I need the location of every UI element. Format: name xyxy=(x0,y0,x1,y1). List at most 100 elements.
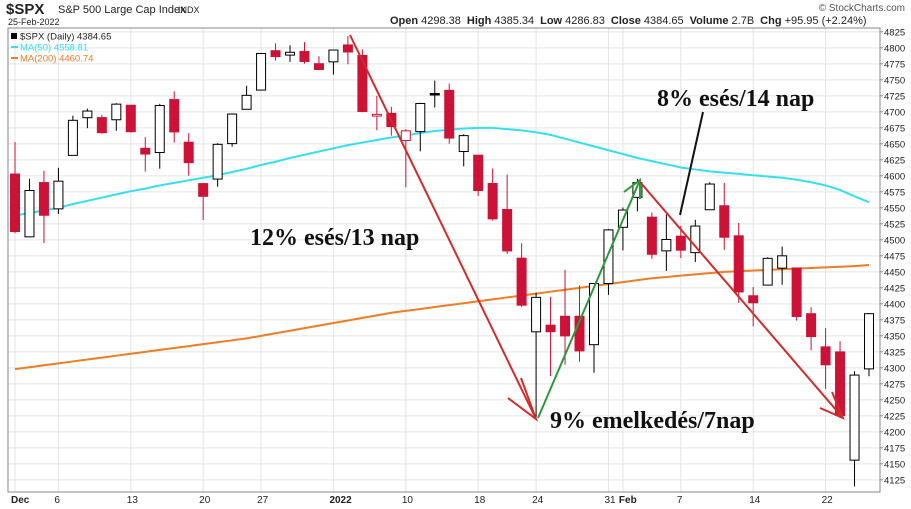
candle-body xyxy=(313,63,324,70)
candle-body xyxy=(473,154,484,191)
candle-body xyxy=(748,295,759,304)
y-tick-label: 4750 xyxy=(884,75,905,86)
x-tick-label: 22 xyxy=(822,495,834,506)
candle-body xyxy=(53,180,64,210)
y-tick-label: 4650 xyxy=(884,139,905,150)
legend-swatch xyxy=(11,57,18,59)
candle-body xyxy=(342,44,353,53)
arrow xyxy=(349,34,537,420)
y-tick-label: 4350 xyxy=(884,331,905,342)
candle-body xyxy=(82,110,93,119)
stat-label: Chg xyxy=(760,15,781,27)
candle-body xyxy=(646,216,657,255)
y-tick-label: 4175 xyxy=(884,443,905,454)
y-tick-label: 4225 xyxy=(884,411,905,422)
candle-body xyxy=(675,235,686,251)
x-tick-label: 2022 xyxy=(329,495,352,506)
candle-body xyxy=(357,55,368,112)
candle-body xyxy=(704,183,715,211)
legend-label: MA(50) 4558.81 xyxy=(20,43,88,54)
candle-body xyxy=(429,93,440,96)
candle-body xyxy=(531,296,542,333)
stat-value: 4298.38 xyxy=(421,15,461,27)
stat-label: Low xyxy=(540,15,562,27)
y-tick-label: 4375 xyxy=(884,315,905,326)
candle-body xyxy=(24,189,35,238)
candle-body xyxy=(545,324,556,333)
candle-body xyxy=(603,229,614,284)
x-tick-label: 13 xyxy=(127,495,139,506)
copyright: © StockCharts.com xyxy=(819,3,905,14)
x-tick-label: 18 xyxy=(474,495,486,506)
arrowhead xyxy=(623,178,641,199)
stat-label: Close xyxy=(611,15,641,27)
candle-body xyxy=(719,205,730,238)
candle-body xyxy=(400,130,411,141)
candle-body xyxy=(38,182,49,216)
arrow xyxy=(537,179,641,419)
y-tick-label: 4675 xyxy=(884,123,905,134)
candle-body xyxy=(371,113,382,117)
x-tick-label: 27 xyxy=(257,495,269,506)
candle-body xyxy=(125,104,136,133)
x-tick-label: Dec xyxy=(11,495,30,506)
candle-body xyxy=(791,267,802,317)
stat-label: High xyxy=(467,15,492,27)
candle-body xyxy=(67,119,78,156)
legend-swatch xyxy=(11,46,18,48)
candle-body xyxy=(560,315,571,337)
candle-body xyxy=(733,235,744,293)
plot-frame xyxy=(7,27,881,493)
index-name: S&P 500 Large Cap Index xyxy=(58,4,186,16)
stats: Open 4298.38 High 4385.34 Low 4286.83 Close 438… xyxy=(390,15,867,27)
candle-body xyxy=(864,313,874,370)
y-tick-label: 4550 xyxy=(884,203,905,214)
candle-body xyxy=(849,374,860,461)
candle-body xyxy=(458,135,469,153)
y-tick-label: 4825 xyxy=(884,27,905,38)
candle-body xyxy=(777,255,788,269)
y-tick-label: 4125 xyxy=(884,475,905,486)
candle-body xyxy=(285,51,296,56)
y-tick-label: 4275 xyxy=(884,379,905,390)
candle-body xyxy=(169,99,180,133)
stat-value: 2.7B xyxy=(732,15,755,27)
candle-body xyxy=(502,209,513,252)
legend-label: MA(200) 4460.74 xyxy=(20,54,93,65)
x-tick-label: 14 xyxy=(749,495,761,506)
legend-label: $SPX (Daily) 4384.65 xyxy=(20,32,111,43)
candle-body xyxy=(415,102,426,133)
y-tick-label: 4450 xyxy=(884,267,905,278)
stat-label: Volume xyxy=(690,15,729,27)
candle-body xyxy=(328,49,339,63)
ma-line xyxy=(14,263,870,371)
candle-body xyxy=(241,94,252,110)
stat-label: Open xyxy=(390,15,418,27)
x-tick-label: 24 xyxy=(532,495,544,506)
y-tick-label: 4425 xyxy=(884,283,905,294)
stat-value: +95.95 (+2.24%) xyxy=(785,15,867,27)
annotation: 12% esés/13 nap xyxy=(250,225,419,251)
y-tick-label: 4725 xyxy=(884,91,905,102)
exchange: INDX xyxy=(178,5,200,15)
candle-body xyxy=(588,282,599,346)
pointer-line xyxy=(679,111,704,216)
candle-body xyxy=(212,143,223,180)
y-tick-label: 4575 xyxy=(884,187,905,198)
candle-body xyxy=(183,141,194,164)
y-tick-label: 4300 xyxy=(884,363,905,374)
y-tick-label: 4200 xyxy=(884,427,905,438)
candle-body xyxy=(111,103,122,121)
symbol: $SPX xyxy=(6,1,44,18)
arrowhead xyxy=(819,391,845,420)
arrow xyxy=(639,181,844,419)
candle-body xyxy=(140,147,151,155)
stat-value: 4286.83 xyxy=(565,15,605,27)
y-tick-label: 4600 xyxy=(884,171,905,182)
candle-body xyxy=(690,225,701,254)
x-tick-label: 6 xyxy=(54,495,60,506)
candle-body xyxy=(198,183,209,197)
candle-body xyxy=(299,51,310,62)
candle-body xyxy=(820,346,831,366)
